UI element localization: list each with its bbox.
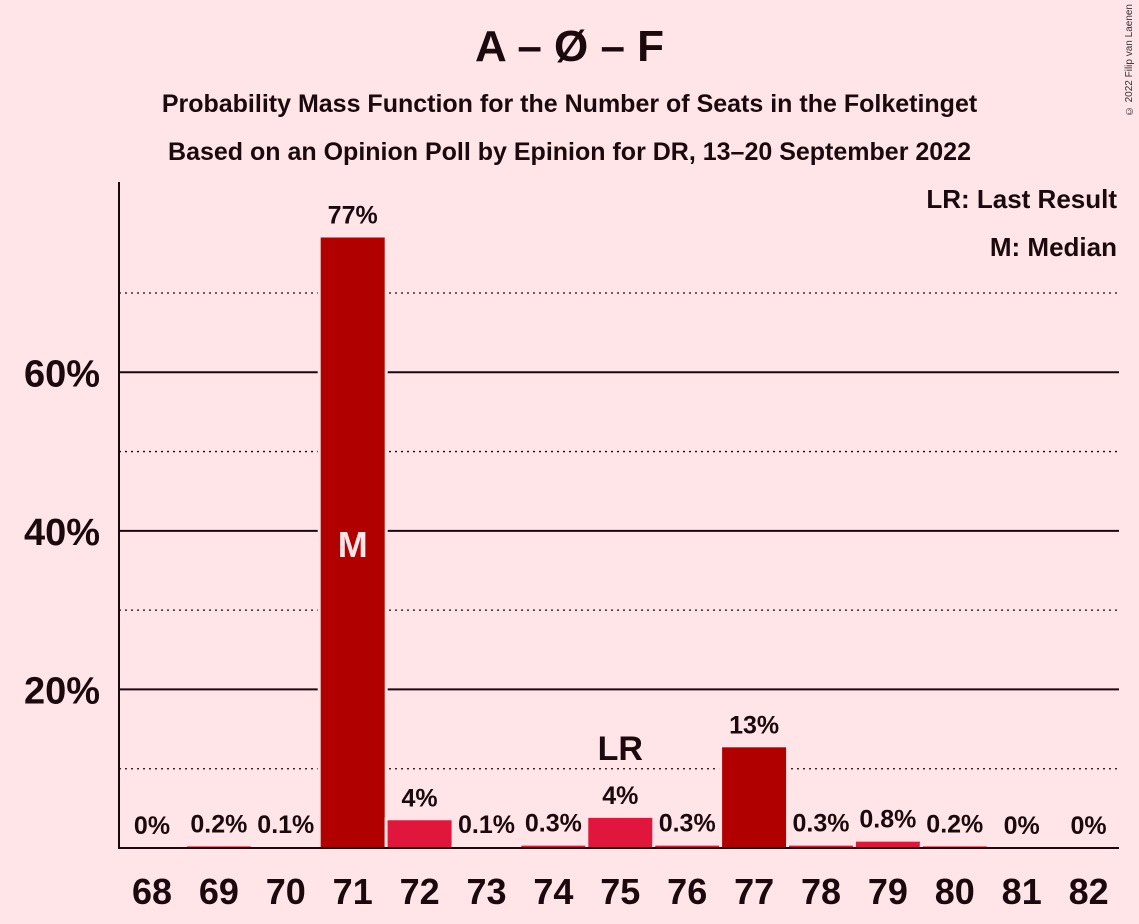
x-tick-label-74: 74 xyxy=(533,871,573,912)
data-label-70: 0.1% xyxy=(257,811,314,839)
data-label-74: 0.3% xyxy=(525,810,582,838)
data-label-76: 0.3% xyxy=(659,810,716,838)
x-tick-label-81: 81 xyxy=(1002,871,1042,912)
bar-79 xyxy=(855,841,920,848)
legend-last-result: LR: Last Result xyxy=(926,184,1117,214)
x-tick-label-80: 80 xyxy=(935,871,975,912)
x-tick-label-77: 77 xyxy=(734,871,774,912)
x-tick-label-68: 68 xyxy=(132,871,172,912)
x-tick-label-78: 78 xyxy=(801,871,841,912)
bar-halo-69 xyxy=(183,843,254,848)
bar-halo-80 xyxy=(919,843,990,848)
bar-72 xyxy=(387,820,452,848)
x-tick-label-82: 82 xyxy=(1069,871,1109,912)
data-label-80: 0.2% xyxy=(926,810,983,838)
data-label-71: 77% xyxy=(328,202,378,230)
data-label-81: 0% xyxy=(1004,812,1040,840)
x-tick-label-75: 75 xyxy=(600,871,640,912)
bar-71 xyxy=(320,237,385,848)
x-tick-label-69: 69 xyxy=(199,871,239,912)
data-label-68: 0% xyxy=(134,812,170,840)
bar-77 xyxy=(722,747,787,848)
data-label-82: 0% xyxy=(1071,812,1107,840)
x-tick-label-73: 73 xyxy=(466,871,506,912)
legend-median: M: Median xyxy=(989,232,1117,262)
bar-75 xyxy=(588,817,653,848)
data-label-75: 4% xyxy=(602,782,638,810)
bar-78 xyxy=(789,845,853,848)
data-label-72: 4% xyxy=(402,784,438,812)
x-tick-label-71: 71 xyxy=(333,871,373,912)
data-label-79: 0.8% xyxy=(859,806,916,834)
bar-halo-74 xyxy=(518,842,589,848)
chart-subtitle-1: Probability Mass Function for the Number… xyxy=(161,90,978,118)
y-tick-label-2: 60% xyxy=(24,353,100,395)
data-label-77: 13% xyxy=(729,711,779,739)
last-result-marker: LR xyxy=(598,730,643,768)
chart-title: A – Ø – F xyxy=(474,22,665,71)
data-label-78: 0.3% xyxy=(793,810,850,838)
median-marker: M xyxy=(338,524,368,565)
bar-halo-76 xyxy=(652,842,723,848)
bar-74 xyxy=(521,845,586,848)
y-tick-label-0: 20% xyxy=(24,670,100,712)
x-tick-label-79: 79 xyxy=(868,871,908,912)
data-label-73: 0.1% xyxy=(458,811,515,839)
x-tick-label-72: 72 xyxy=(400,871,440,912)
bar-halo-78 xyxy=(786,842,856,848)
chart-subtitle-2: Based on an Opinion Poll by Epinion for … xyxy=(168,138,971,166)
bar-halo-73 xyxy=(451,844,522,848)
x-tick-label-76: 76 xyxy=(667,871,707,912)
bar-halo-70 xyxy=(250,844,321,848)
bar-76 xyxy=(655,845,720,848)
x-tick-label-70: 70 xyxy=(266,871,306,912)
data-label-69: 0.2% xyxy=(190,810,247,838)
y-tick-label-1: 40% xyxy=(24,512,100,554)
